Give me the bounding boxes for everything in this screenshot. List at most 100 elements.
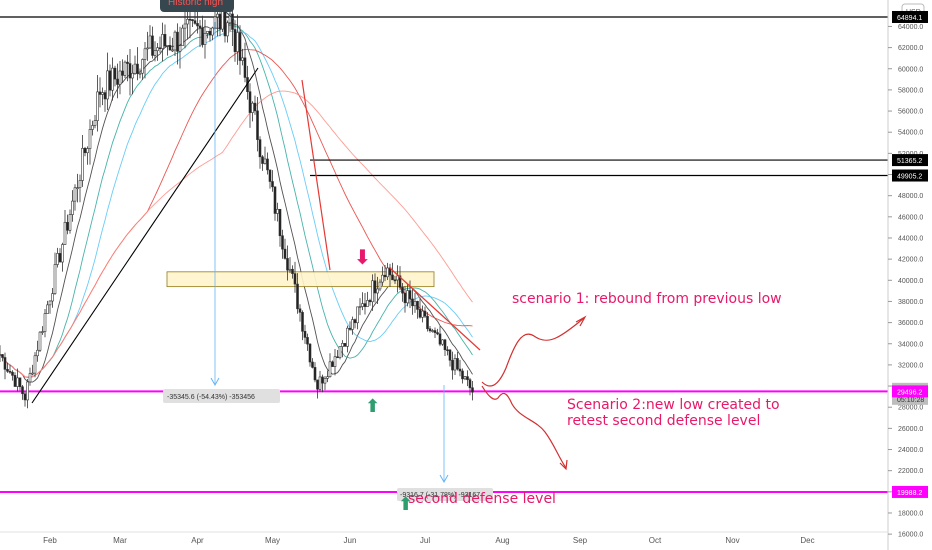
candle-down: [253, 102, 257, 112]
candle-down: [191, 19, 194, 22]
candle-up: [38, 331, 42, 351]
candle-up: [203, 33, 207, 45]
candle-up: [396, 275, 399, 281]
candle-up: [431, 330, 434, 332]
candle-down: [286, 258, 289, 271]
candle-down: [321, 376, 324, 384]
candle-down: [193, 20, 197, 24]
candle-down: [273, 186, 277, 214]
candle-down: [83, 148, 87, 154]
y-tick-label: 28000.0: [898, 405, 923, 412]
price-label-box: [892, 385, 928, 398]
candle-up: [93, 120, 97, 126]
candle-up: [106, 70, 109, 100]
candle-up: [173, 31, 177, 51]
candle-up: [166, 45, 169, 47]
candle-down: [343, 343, 347, 347]
candle-down: [373, 280, 377, 294]
measure-label-box: [163, 389, 280, 403]
candle-up: [371, 280, 374, 303]
candle-up: [141, 59, 144, 74]
candle-down: [303, 331, 307, 338]
y-tick-label: 38000.0: [898, 299, 923, 306]
candle-down: [163, 34, 167, 47]
x-tick-label: Oct: [649, 536, 662, 545]
candle-up: [326, 376, 329, 379]
price-label: 29496.2: [897, 389, 922, 396]
resistance-zone-box: [166, 271, 435, 288]
candle-up: [181, 27, 184, 47]
drawing-tools: -35345.6 (-54.43%) -353456 -9316.7 (-31.7…: [31, 0, 587, 515]
ma-20: [0, 24, 473, 378]
candle-up: [341, 343, 344, 347]
y-tick-label: 34000.0: [898, 341, 923, 348]
candle-down: [238, 32, 242, 61]
candle-down: [416, 301, 419, 310]
candle-down: [293, 273, 297, 285]
candle-down: [446, 349, 449, 352]
candle-up: [88, 129, 92, 149]
candle-up: [43, 313, 47, 332]
candle-down: [278, 208, 282, 237]
candle-up: [111, 67, 114, 91]
measure-label: -9316.7 (-31.78%) -93167: [400, 492, 480, 499]
annotation-text: retest second defense level: [567, 413, 760, 429]
candle-down: [443, 339, 447, 351]
x-tick-label: Feb: [43, 536, 57, 545]
candle-up: [41, 331, 44, 333]
candle-up: [143, 48, 147, 60]
price-label-box: [892, 485, 928, 498]
candle-up: [328, 361, 332, 378]
candle-down: [403, 292, 407, 304]
candle-down: [168, 45, 172, 51]
candle-down: [438, 333, 442, 345]
candle-down: [301, 312, 304, 332]
candle-down: [368, 300, 372, 303]
candle-up: [288, 268, 292, 271]
annotation-text: scenario 1: rebound from previous low: [512, 291, 782, 307]
y-tick-label: 54000.0: [898, 130, 923, 137]
candle-up: [241, 57, 244, 61]
candle-down: [128, 63, 132, 79]
candle-down: [456, 358, 459, 370]
candle-up: [71, 200, 74, 215]
x-tick-label: Apr: [191, 536, 204, 545]
candle-up: [358, 306, 362, 308]
candle-up: [46, 304, 49, 314]
candle-down: [13, 375, 17, 387]
candle-up: [171, 49, 174, 52]
candle-up: [51, 293, 54, 302]
resistance-zone: [166, 271, 435, 288]
price-axis: 16000.018000.020000.022000.024000.026000…: [887, 0, 932, 550]
historic-high-badge: [160, 0, 234, 12]
candle-up: [228, 13, 232, 24]
candle-down: [298, 308, 302, 313]
price-label-box: [892, 10, 928, 23]
x-tick-label: Mar: [113, 536, 127, 545]
candle-down: [243, 57, 247, 78]
candle-up: [16, 377, 19, 387]
price-label-box: [892, 154, 928, 167]
y-tick-label: 36000.0: [898, 320, 923, 327]
candle-down: [256, 110, 259, 140]
candle-down: [461, 370, 464, 380]
candle-down: [208, 30, 212, 36]
y-tick-label: 16000.0: [898, 532, 923, 539]
candle-up: [86, 148, 89, 154]
candle-up: [148, 35, 152, 49]
candle-down: [306, 337, 309, 345]
candle-down: [313, 367, 317, 381]
candle-down: [353, 319, 357, 324]
price-label-box: [892, 169, 928, 182]
candle-up: [183, 23, 187, 29]
x-tick-label: Dec: [800, 536, 814, 545]
candle-down: [336, 356, 339, 359]
y-tick-label: 22000.0: [898, 468, 923, 475]
candle-up: [138, 72, 142, 75]
candle-up: [63, 222, 67, 245]
candle-up: [178, 45, 182, 52]
candle-up: [236, 32, 239, 52]
candle-down: [291, 268, 294, 274]
candle-down: [408, 290, 412, 300]
